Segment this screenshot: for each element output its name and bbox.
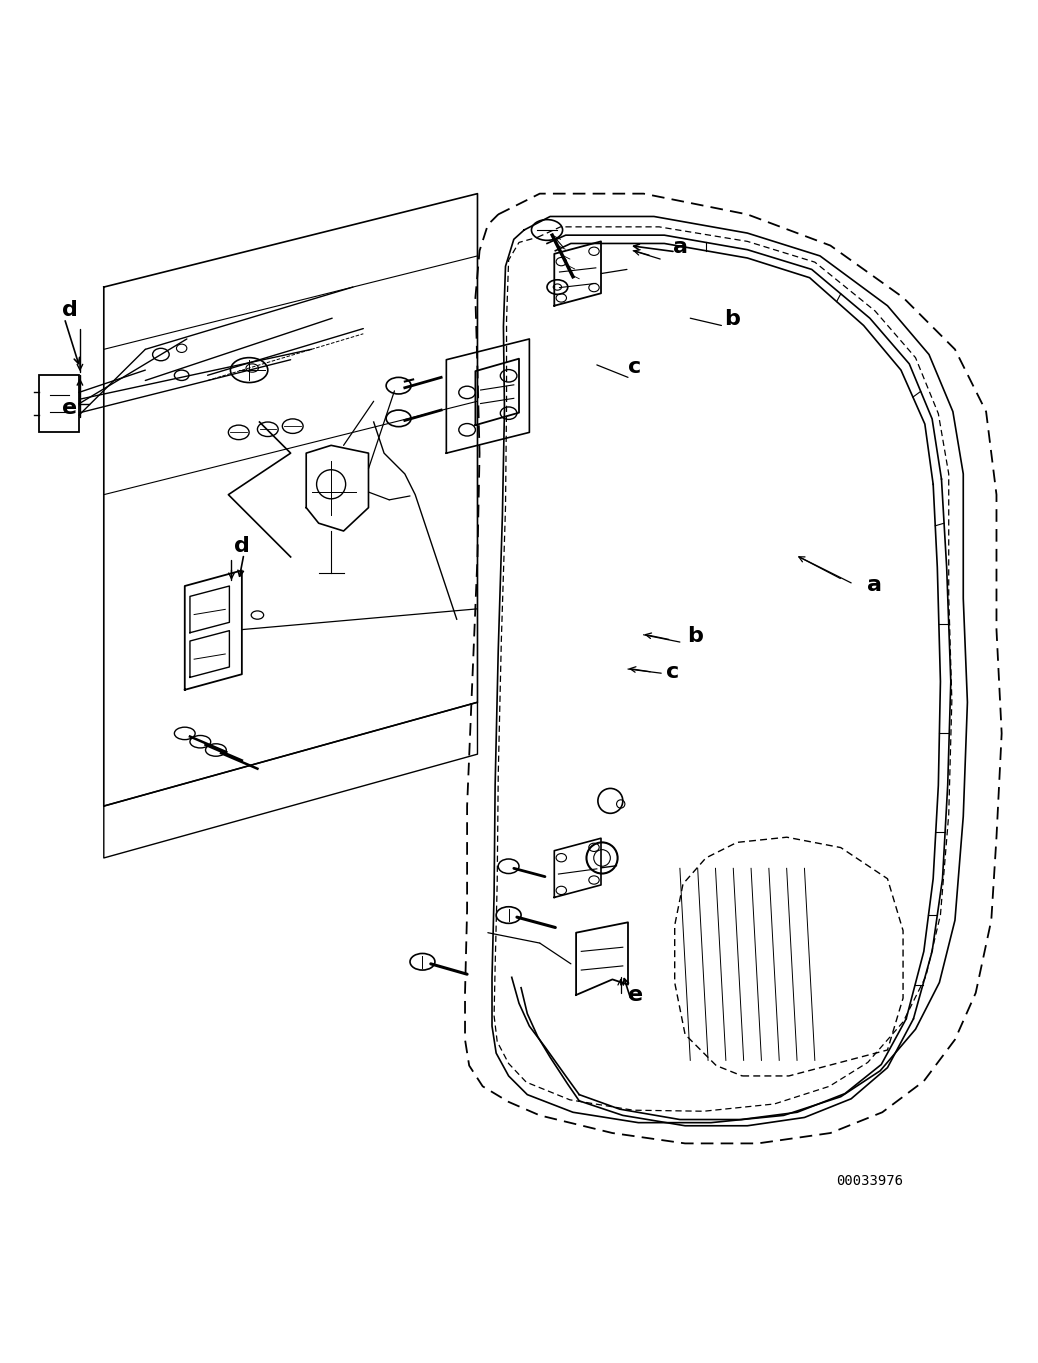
Text: e: e xyxy=(62,398,78,417)
Text: b: b xyxy=(725,309,740,330)
Text: c: c xyxy=(666,662,680,683)
Text: c: c xyxy=(628,357,641,378)
Text: e: e xyxy=(628,985,644,1005)
Text: a: a xyxy=(673,237,687,256)
Text: a: a xyxy=(867,575,881,596)
Text: d: d xyxy=(62,300,78,320)
Text: 00033976: 00033976 xyxy=(836,1174,903,1189)
Text: d: d xyxy=(234,536,249,556)
Text: b: b xyxy=(687,626,703,646)
Bar xyxy=(39,375,79,432)
